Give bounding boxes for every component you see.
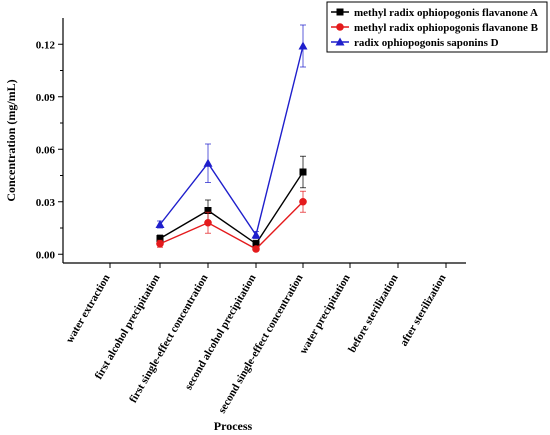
legend: methyl radix ophiopogonis flavanone A met… <box>326 1 548 53</box>
y-tick-label: 0.09 <box>36 92 56 104</box>
data-point-triangle <box>298 41 308 50</box>
x-tick-label: after sterilization <box>398 273 449 349</box>
data-point-triangle <box>155 220 165 228</box>
data-point-circle <box>156 239 164 248</box>
data-point-circle <box>204 218 212 227</box>
data-point-square <box>299 168 307 176</box>
y-tick-label: 0.06 <box>36 144 56 156</box>
data-point-square <box>204 207 212 214</box>
data-point-circle <box>252 245 260 253</box>
data-point-circle <box>299 197 307 206</box>
legend-marker-square <box>336 8 344 16</box>
x-tick-label: before sterilization <box>346 273 400 355</box>
series-line <box>159 171 304 245</box>
x-tick-label: second single-effect concentration <box>216 273 306 416</box>
series-line <box>159 201 304 250</box>
series-3 <box>155 24 308 239</box>
legend-box <box>326 1 548 53</box>
legend-label: methyl radix ophiopogonis flavanone A <box>354 7 538 19</box>
y-tick-label: 0.12 <box>36 39 56 51</box>
legend-label: methyl radix ophiopogonis flavanone B <box>354 22 539 34</box>
y-tick-label: 0.03 <box>36 197 56 209</box>
x-tick-label: water extraction <box>64 273 113 346</box>
legend-marker-triangle <box>335 37 345 46</box>
data-point-triangle <box>203 158 213 167</box>
x-axis-title: Process <box>214 419 253 433</box>
y-axis-ticks: 0.00 0.03 0.06 0.09 0.12 <box>36 39 63 261</box>
series-1 <box>156 155 307 248</box>
series-2 <box>156 190 307 253</box>
series-layer <box>155 24 308 253</box>
data-point-square <box>156 235 164 242</box>
legend-marker-circle <box>336 23 344 31</box>
series-line <box>159 45 304 237</box>
legend-label: radix ophiopogonis saponins D <box>354 37 499 49</box>
x-tick-label: water precipitation <box>297 273 352 357</box>
data-point-square <box>252 240 260 248</box>
data-point-triangle <box>251 230 261 239</box>
axes <box>62 18 466 264</box>
y-axis-title: Concentration (mg/mL) <box>4 79 18 201</box>
y-tick-label: 0.00 <box>36 249 56 261</box>
